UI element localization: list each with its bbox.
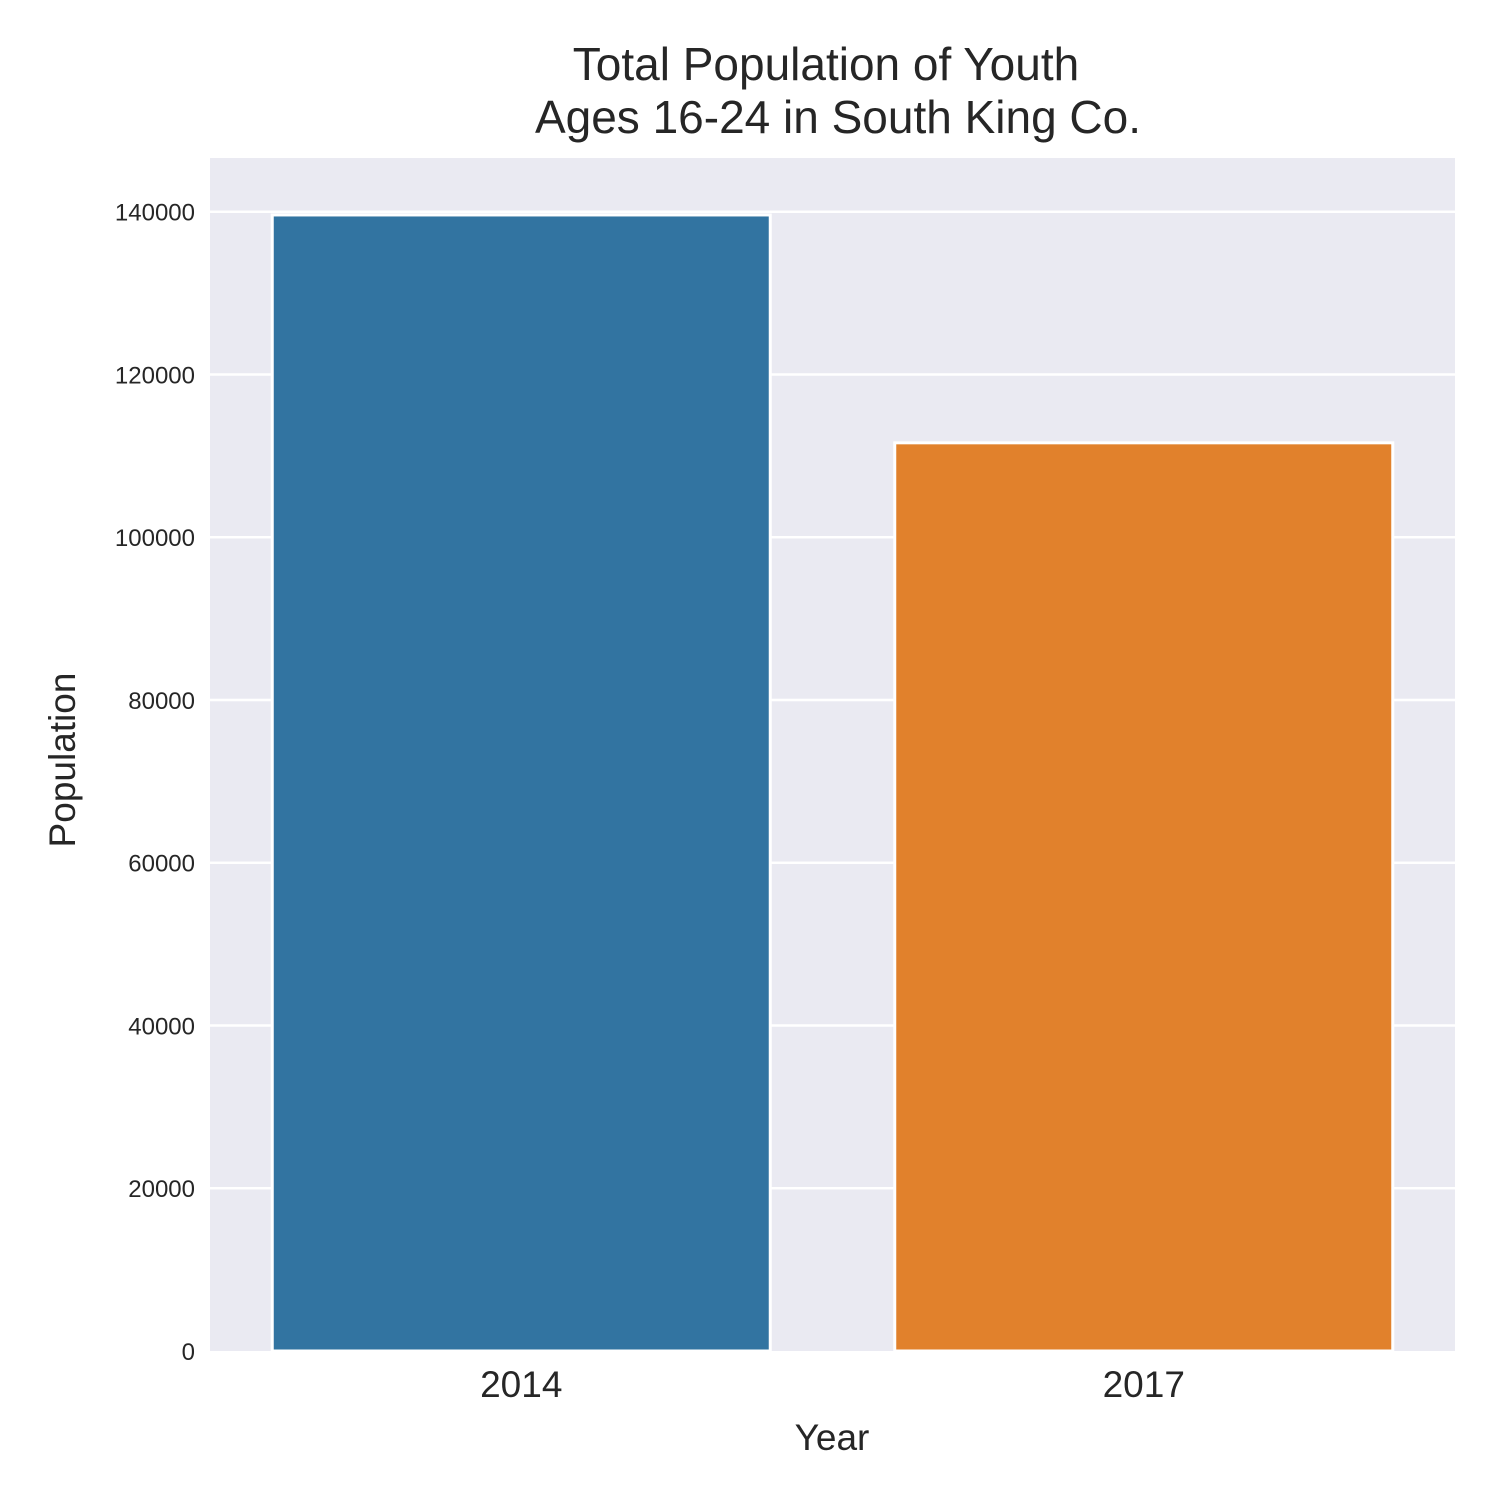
- y-tick-label: 60000: [128, 851, 195, 878]
- chart-title-line-2: Ages 16-24 in South King Co.: [535, 91, 1141, 143]
- bar-2014: [270, 213, 772, 1353]
- y-tick-label: 0: [182, 1339, 195, 1366]
- y-tick-label: 80000: [128, 688, 195, 715]
- y-tick-label: 40000: [128, 1013, 195, 1040]
- x-tick-label: 2017: [1103, 1364, 1185, 1405]
- y-tick-labels: 0 20000 40000 60000 80000 100000 120000 140000: [115, 200, 195, 1366]
- chart-title-line-1: Total Population of Youth: [573, 38, 1079, 90]
- x-axis-label: Year: [795, 1417, 870, 1458]
- bar-2017: [893, 441, 1395, 1353]
- y-tick-label: 20000: [128, 1176, 195, 1203]
- y-tick-label: 120000: [115, 362, 195, 389]
- y-axis-label: Population: [42, 673, 83, 848]
- x-tick-labels: 2014 2017: [480, 1364, 1185, 1405]
- x-tick-label: 2014: [480, 1364, 562, 1405]
- y-tick-label: 140000: [115, 200, 195, 227]
- y-tick-label: 100000: [115, 525, 195, 552]
- bars: [270, 213, 1395, 1353]
